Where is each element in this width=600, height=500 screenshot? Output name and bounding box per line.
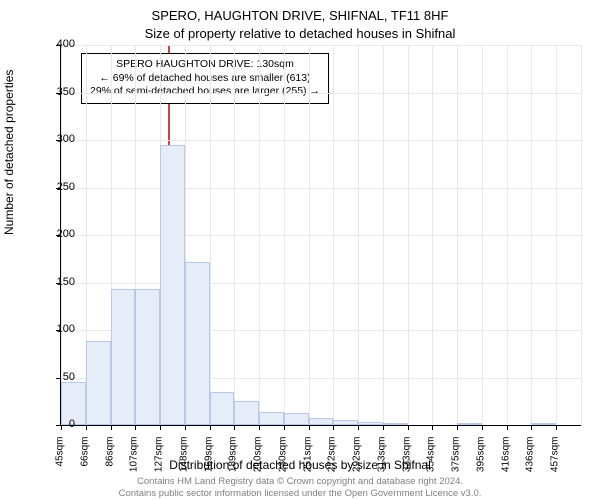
histogram-bar — [86, 341, 111, 425]
gridline-h — [61, 283, 581, 284]
xtick-mark — [556, 425, 557, 430]
histogram-bar — [309, 418, 334, 425]
histogram-bar — [160, 145, 185, 425]
gridline-v — [259, 45, 260, 425]
histogram-bar — [234, 401, 259, 425]
xtick-label: 375sqm — [451, 437, 462, 487]
gridline-v — [333, 45, 334, 425]
xtick-label: 395sqm — [475, 437, 486, 487]
xtick-label: 313sqm — [376, 437, 387, 487]
gridline-v — [457, 45, 458, 425]
gridline-v — [581, 45, 582, 425]
gridline-v — [531, 45, 532, 425]
histogram-bar — [531, 423, 556, 425]
histogram-bar — [259, 412, 284, 425]
histogram-bar — [358, 422, 383, 425]
xtick-label: 292sqm — [352, 437, 363, 487]
gridline-v — [309, 45, 310, 425]
ytick-label: 150 — [45, 276, 75, 288]
xtick-mark — [358, 425, 359, 430]
histogram-bar — [135, 289, 160, 425]
xtick-label: 333sqm — [401, 437, 412, 487]
xtick-label: 210sqm — [253, 437, 264, 487]
chart-title-line2: Size of property relative to detached ho… — [0, 26, 600, 41]
ytick-label: 200 — [45, 228, 75, 240]
gridline-h — [61, 235, 581, 236]
histogram-bar — [383, 423, 408, 425]
xtick-mark — [333, 425, 334, 430]
xtick-label: 354sqm — [426, 437, 437, 487]
histogram-bar — [333, 420, 358, 425]
ytick-label: 400 — [45, 38, 75, 50]
xtick-mark — [284, 425, 285, 430]
footer-line2: Contains public sector information licen… — [0, 488, 600, 499]
ytick-label: 50 — [45, 371, 75, 383]
y-axis-label: Number of detached properties — [2, 70, 16, 235]
xtick-mark — [86, 425, 87, 430]
gridline-v — [284, 45, 285, 425]
gridline-h — [61, 45, 581, 46]
histogram-bar — [284, 413, 309, 425]
xtick-mark — [507, 425, 508, 430]
histogram-bar — [210, 392, 235, 425]
xtick-label: 416sqm — [500, 437, 511, 487]
gridline-v — [234, 45, 235, 425]
xtick-label: 230sqm — [277, 437, 288, 487]
annotation-box: SPERO HAUGHTON DRIVE: 130sqm ← 69% of de… — [81, 53, 329, 104]
gridline-v — [482, 45, 483, 425]
gridline-v — [408, 45, 409, 425]
xtick-mark — [111, 425, 112, 430]
xtick-mark — [259, 425, 260, 430]
annotation-line2: ← 69% of detached houses are smaller (61… — [90, 72, 320, 86]
xtick-mark — [135, 425, 136, 430]
histogram-bar — [185, 262, 210, 425]
xtick-mark — [309, 425, 310, 430]
xtick-label: 272sqm — [327, 437, 338, 487]
xtick-mark — [482, 425, 483, 430]
xtick-mark — [185, 425, 186, 430]
annotation-line1: SPERO HAUGHTON DRIVE: 130sqm — [90, 58, 320, 72]
ytick-label: 250 — [45, 181, 75, 193]
histogram-bar — [111, 289, 136, 425]
xtick-label: 189sqm — [228, 437, 239, 487]
ytick-label: 300 — [45, 133, 75, 145]
xtick-label: 107sqm — [129, 437, 140, 487]
gridline-h — [61, 140, 581, 141]
xtick-label: 169sqm — [203, 437, 214, 487]
gridline-v — [556, 45, 557, 425]
xtick-mark — [234, 425, 235, 430]
gridline-v — [507, 45, 508, 425]
xtick-mark — [531, 425, 532, 430]
xtick-label: 436sqm — [525, 437, 536, 487]
xtick-mark — [383, 425, 384, 430]
ytick-label: 100 — [45, 323, 75, 335]
xtick-mark — [210, 425, 211, 430]
plot-area: SPERO HAUGHTON DRIVE: 130sqm ← 69% of de… — [60, 45, 581, 426]
xtick-mark — [160, 425, 161, 430]
xtick-label: 251sqm — [302, 437, 313, 487]
gridline-v — [383, 45, 384, 425]
xtick-mark — [408, 425, 409, 430]
chart-title-line1: SPERO, HAUGHTON DRIVE, SHIFNAL, TF11 8HF — [0, 8, 600, 23]
gridline-v — [432, 45, 433, 425]
xtick-label: 457sqm — [550, 437, 561, 487]
ytick-label: 350 — [45, 86, 75, 98]
xtick-label: 127sqm — [154, 437, 165, 487]
histogram-bar — [457, 423, 482, 425]
xtick-label: 66sqm — [79, 437, 90, 487]
gridline-h — [61, 188, 581, 189]
xtick-label: 45sqm — [55, 437, 66, 487]
gridline-h — [61, 93, 581, 94]
xtick-label: 86sqm — [104, 437, 115, 487]
xtick-mark — [457, 425, 458, 430]
ytick-label: 0 — [45, 418, 75, 430]
gridline-v — [210, 45, 211, 425]
xtick-label: 148sqm — [178, 437, 189, 487]
gridline-v — [358, 45, 359, 425]
chart-container: SPERO, HAUGHTON DRIVE, SHIFNAL, TF11 8HF… — [0, 0, 600, 500]
xtick-mark — [432, 425, 433, 430]
